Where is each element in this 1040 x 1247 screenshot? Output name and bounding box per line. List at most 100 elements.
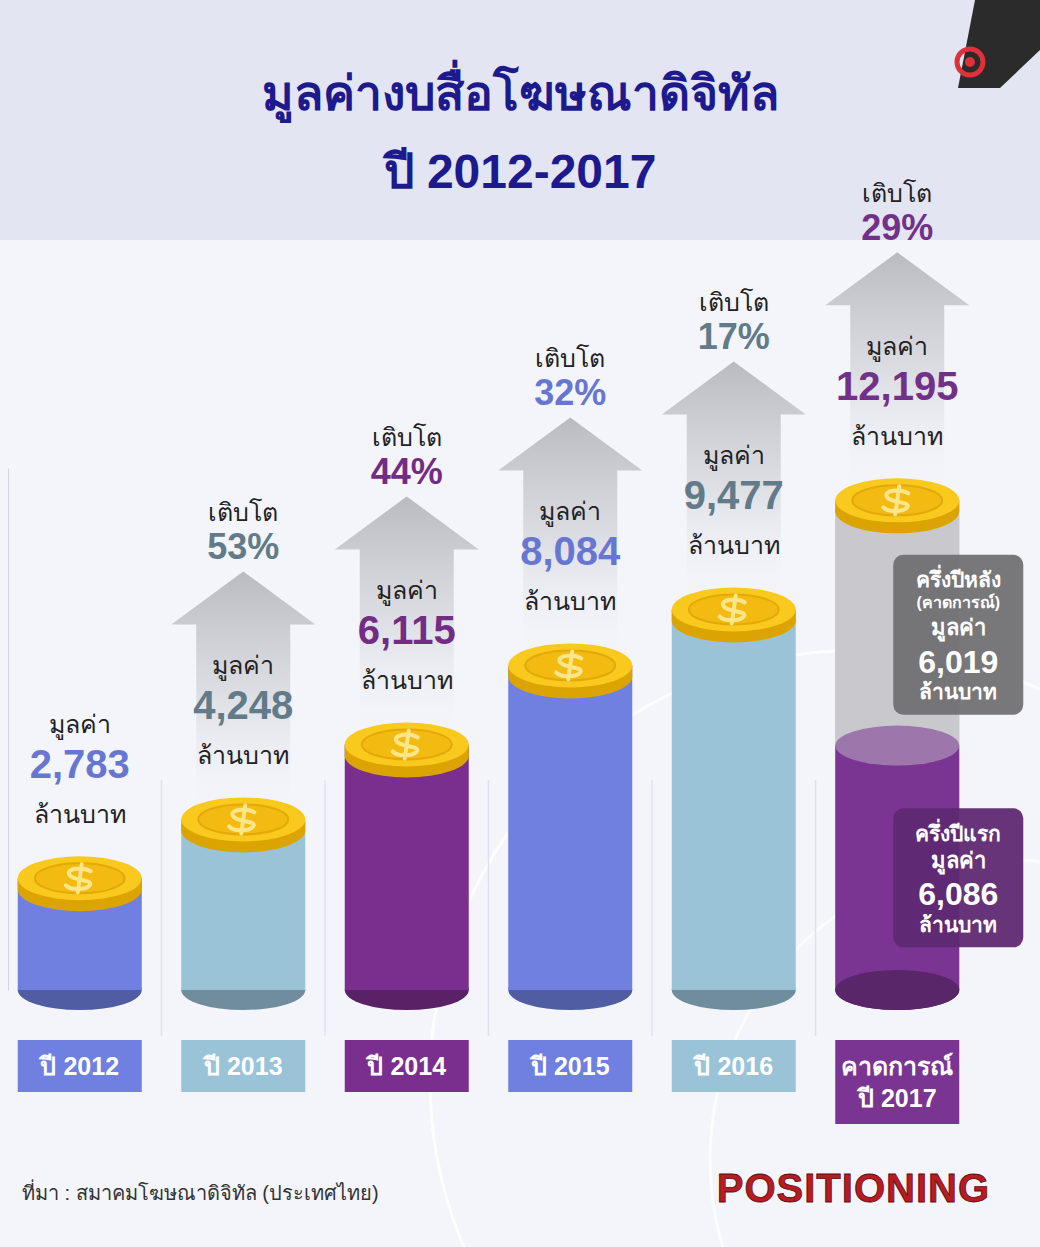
growth-label: 17% <box>698 316 770 357</box>
value-prefix: มูลค่า <box>376 576 438 606</box>
coin-inner <box>689 594 779 624</box>
value-prefix: มูลค่า <box>931 848 986 875</box>
growth-label: 53% <box>207 526 279 567</box>
value-prefix: มูลค่า <box>703 441 765 471</box>
value-unit: ล้านบาท <box>688 531 780 559</box>
growth-title: เติบโต <box>208 498 278 526</box>
bar <box>508 665 632 990</box>
column-separator <box>324 780 326 1036</box>
tick-label: ปี 2014 <box>365 1052 446 1080</box>
bar <box>672 609 796 990</box>
value-unit: ล้านบาท <box>919 680 997 703</box>
coin-inner <box>362 729 452 759</box>
header-band <box>0 0 1040 240</box>
growth-title: เติบโต <box>372 423 442 451</box>
column-separator <box>815 780 817 1036</box>
bar <box>345 744 469 990</box>
category-box-group: ปี 2014 <box>345 1040 469 1092</box>
coin-inner <box>198 804 288 834</box>
coin-symbol <box>229 805 254 833</box>
coin-inner <box>35 863 125 893</box>
value-prefix: มูลค่า <box>49 710 111 740</box>
source: ที่มา : สมาคมโฆษณาดิจิทัล (ประเทศไทย) <box>22 1179 379 1204</box>
coin-symbol <box>883 486 908 514</box>
segment-box <box>893 555 1023 715</box>
coin-face <box>18 856 142 900</box>
category-box <box>18 1040 142 1092</box>
data-label: 12,195 <box>836 364 958 408</box>
value-unit: ล้านบาท <box>524 587 616 615</box>
category-box-group: ปี 2016 <box>672 1040 796 1092</box>
value-prefix: มูลค่า <box>539 497 601 527</box>
data-label: 6,115 <box>358 608 456 652</box>
column-separator <box>161 780 163 1036</box>
column-separator <box>651 780 653 1036</box>
growth-arrow <box>825 252 969 490</box>
coin-symbol <box>393 730 418 758</box>
bar-group <box>18 856 142 1010</box>
data-label: 2,783 <box>30 742 130 786</box>
y-axis-line <box>8 469 9 991</box>
segment-top <box>835 726 959 766</box>
growth-arrow <box>171 571 315 809</box>
coin-inner <box>852 485 942 515</box>
tick-label: ปี 2015 <box>529 1052 610 1080</box>
segment-note: (คาดการณ์) <box>916 593 1000 611</box>
value-prefix: มูลค่า <box>212 651 274 681</box>
bar-group <box>181 797 305 1010</box>
coin-symbol <box>556 651 581 679</box>
coin-symbol <box>720 595 745 623</box>
growth-label: 29% <box>861 207 933 248</box>
growth-arrow <box>498 417 642 655</box>
segment-value: 6,019 <box>918 644 998 680</box>
bar-group <box>345 722 469 1010</box>
coin-symbol <box>66 864 91 892</box>
bar-group <box>508 643 632 1010</box>
data-label: 4,248 <box>193 683 293 727</box>
data-label: 9,477 <box>684 473 784 517</box>
category-box-group: ปี 2013 <box>181 1040 305 1092</box>
coin-face <box>835 478 959 522</box>
growth-arrow <box>662 361 806 599</box>
bar-base <box>835 970 959 1010</box>
labels: มูลค่า2,783ล้านบาทมูลค่า4,248ล้านบาทเติบ… <box>30 179 959 828</box>
category-box-group: คาดการณ์ปี 2017 <box>835 1040 959 1124</box>
category-box <box>672 1040 796 1092</box>
tick-label: ปี 2012 <box>38 1052 119 1080</box>
coin-inner <box>525 650 615 680</box>
growth-label: 44% <box>371 451 443 492</box>
segment-box-group: ครึ่งปีแรกมูลค่า6,086ล้านบาท <box>893 808 1023 947</box>
coin-face <box>672 587 796 631</box>
tick-label: คาดการณ์ปี 2017 <box>841 1052 953 1112</box>
title: มูลค่างบสื่อโฆษณาดิจิทัล <box>262 59 779 124</box>
category-box-group: ปี 2012 <box>18 1040 142 1092</box>
segment-box <box>893 808 1023 947</box>
category-box <box>835 1040 959 1124</box>
background <box>0 0 1040 1247</box>
y-axis <box>8 469 9 991</box>
bars <box>18 478 960 1010</box>
growth-title: เติบโต <box>862 179 932 207</box>
value-unit: ล้านบาท <box>919 913 997 936</box>
subtitle: ปี 2012-2017 <box>382 145 657 198</box>
coin-face <box>345 722 469 766</box>
segment-box-group: ครึ่งปีหลัง (คาดการณ์) มูลค่า6,019ล้านบาท <box>893 555 1023 715</box>
category-box-group: ปี 2015 <box>508 1040 632 1092</box>
value-prefix: มูลค่า <box>866 332 928 362</box>
growth-title: เติบโต <box>699 288 769 316</box>
data-label: 8,084 <box>520 529 621 573</box>
tick-label: ปี 2016 <box>692 1052 773 1080</box>
segment-name: ครึ่งปีแรก <box>915 818 1001 845</box>
value-unit: ล้านบาท <box>361 666 453 694</box>
coin-face <box>508 643 632 687</box>
logo-ring <box>957 49 983 75</box>
value-unit: ล้านบาท <box>34 800 126 828</box>
x-axis: ปี 2012 ปี 2013 ปี 2014 ปี 2015 ปี 2016 คาดกา… <box>18 1040 960 1124</box>
tick-label: ปี 2013 <box>202 1052 283 1080</box>
value-unit: ล้านบาท <box>851 422 943 450</box>
growth-label: 32% <box>534 372 606 413</box>
segment-name: ครึ่งปีหลัง <box>916 564 1001 591</box>
logo-dot <box>965 57 975 67</box>
growth-title: เติบโต <box>535 344 605 372</box>
value-prefix: มูลค่า <box>931 615 986 642</box>
